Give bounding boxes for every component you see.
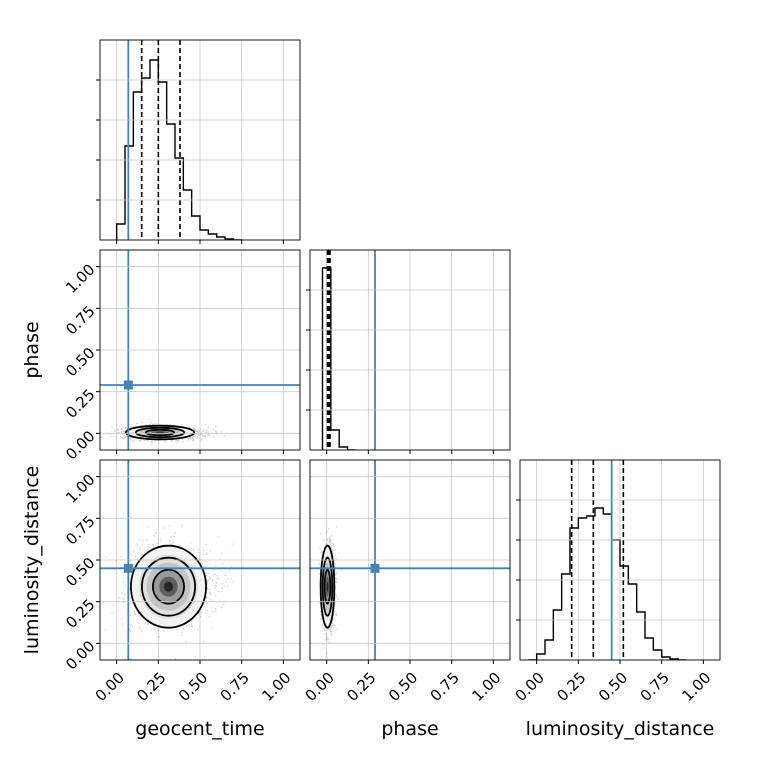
x-axis-label-luminosity_distance: luminosity_distance <box>526 718 715 740</box>
histogram-bar <box>175 158 183 240</box>
x-tick-label: 0.50 <box>595 669 631 705</box>
x-tick-label: 0.75 <box>637 669 673 705</box>
x-axis-label-phase: phase <box>381 718 438 740</box>
histogram-bar <box>167 124 175 240</box>
y-tick-label: 1.00 <box>62 470 98 506</box>
histogram-bar <box>553 610 561 660</box>
contour-line-2 <box>141 556 196 617</box>
histogram-bar <box>562 574 570 660</box>
density-level <box>155 431 165 434</box>
histogram-bar <box>537 654 545 660</box>
histogram-step-line <box>321 267 356 450</box>
x-tick-label: 0.25 <box>553 669 589 705</box>
panel-content <box>100 250 300 450</box>
histogram-bar <box>595 508 603 660</box>
x-tick-label: 0.00 <box>92 669 128 705</box>
panel-content <box>528 460 687 660</box>
x-tick-label: 1.00 <box>468 669 504 705</box>
histogram-bar <box>200 230 208 240</box>
histogram-bar <box>183 190 191 240</box>
histogram-bar <box>142 78 150 240</box>
histogram-bar <box>158 82 166 240</box>
contour-line-3 <box>323 568 332 605</box>
panel-geocent_time-histogram <box>96 39 301 244</box>
y-tick-label: 0.50 <box>62 554 98 590</box>
truth-marker <box>123 380 133 390</box>
panel-content <box>310 460 510 660</box>
contour-line-1 <box>130 544 207 629</box>
histogram-bar <box>653 650 661 660</box>
density-level <box>326 581 329 592</box>
x-tick-label: 1.00 <box>258 669 294 705</box>
y-tick-label: 1.00 <box>62 260 98 296</box>
x-tick-label: 0.50 <box>175 669 211 705</box>
y-tick-label: 0.00 <box>62 427 98 463</box>
histogram-bar <box>603 514 611 660</box>
panel-content <box>100 460 300 660</box>
y-tick-label: 0.25 <box>62 595 98 631</box>
contour-line-3 <box>152 568 185 605</box>
x-tick-label: 0.75 <box>427 669 463 705</box>
contour-line-2 <box>134 426 186 439</box>
y-tick-label: 0.50 <box>62 344 98 380</box>
y-tick-label: 0.75 <box>62 512 98 548</box>
x-tick-label: 0.25 <box>133 669 169 705</box>
panel-content <box>115 40 242 240</box>
panel-content <box>321 250 376 450</box>
x-tick-label: 0.00 <box>512 669 548 705</box>
x-tick-label: 0.25 <box>343 669 379 705</box>
x-tick-label: 0.75 <box>217 669 253 705</box>
histogram-bar <box>612 540 620 660</box>
panel-geocent_time-vs-phase <box>96 249 301 454</box>
density-level <box>163 581 174 592</box>
panel-geocent_time-vs-luminosity_distance <box>96 459 301 664</box>
y-axis-label-luminosity_distance: luminosity_distance <box>21 466 43 655</box>
histogram-bar <box>192 216 200 240</box>
contour-line-1 <box>124 424 196 441</box>
panel-luminosity_distance-histogram <box>516 459 721 664</box>
y-tick-label: 0.75 <box>62 302 98 338</box>
contour-line-3 <box>144 428 176 437</box>
contour-line-2 <box>321 556 334 617</box>
y-tick-label: 0.25 <box>62 385 98 421</box>
x-tick-label: 0.00 <box>302 669 338 705</box>
histogram-bar <box>117 224 125 240</box>
histogram-bar <box>637 612 645 660</box>
y-tick-label: 0.00 <box>62 637 98 673</box>
histogram-bar <box>628 584 636 660</box>
histogram-bar <box>208 234 216 240</box>
histogram-bar <box>578 518 586 660</box>
x-tick-label: 1.00 <box>678 669 714 705</box>
histogram-bar <box>133 92 141 240</box>
histogram-bar <box>645 638 653 660</box>
truth-marker <box>370 563 380 573</box>
x-tick-label: 0.50 <box>385 669 421 705</box>
histogram-step-line <box>528 507 687 660</box>
histogram-bar <box>545 640 553 660</box>
truth-marker <box>123 563 133 573</box>
panel-phase-vs-luminosity_distance <box>309 459 511 664</box>
y-axis-label-phase: phase <box>21 321 43 378</box>
histogram-bar <box>150 60 158 240</box>
contour-line-1 <box>319 544 336 629</box>
histogram-bar <box>331 430 339 450</box>
histogram-step-line <box>115 59 242 240</box>
panel-phase-histogram <box>306 249 511 454</box>
x-axis-label-geocent_time: geocent_time <box>135 718 264 740</box>
